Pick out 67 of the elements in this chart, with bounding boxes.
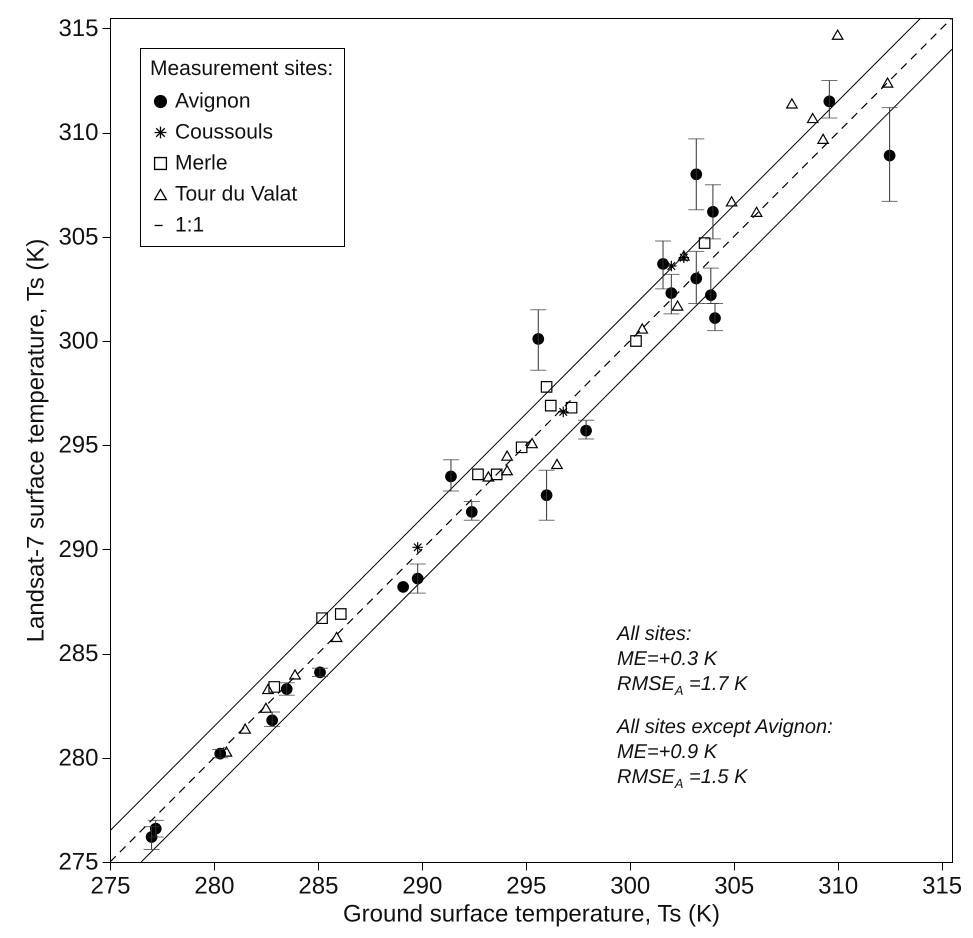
x-tick-label: 300	[610, 872, 650, 900]
point	[566, 402, 578, 414]
y-tick-label: 310	[58, 119, 98, 146]
y-tick-label: 315	[58, 14, 98, 42]
point	[268, 681, 280, 693]
point	[557, 406, 570, 418]
point	[698, 237, 710, 249]
y-tick-label: 305	[58, 223, 98, 250]
legend-label: Merle	[175, 152, 228, 174]
point	[817, 134, 829, 144]
x-tick-label: 295	[506, 872, 546, 900]
point	[636, 323, 648, 334]
point	[260, 702, 272, 713]
point	[239, 723, 251, 734]
y-axis-title: Landsat-7 surface temperature, Ts (K)	[22, 238, 50, 642]
annotation: ME=+0.9 K	[617, 740, 719, 765]
point	[490, 468, 503, 480]
legend-label: Coussouls	[175, 120, 274, 144]
point	[316, 612, 328, 624]
legend-label: Tour du Valat	[175, 182, 298, 206]
y-tick-label: 290	[58, 536, 98, 563]
point	[678, 250, 690, 261]
y-tick-label: 280	[58, 744, 98, 772]
point	[551, 458, 563, 470]
point	[882, 77, 894, 88]
annotation: All sites:	[617, 622, 692, 647]
y-tick-label: 275	[58, 848, 98, 876]
legend-label: Avignon	[175, 90, 251, 112]
y-tick-label: 295	[58, 432, 98, 459]
x-tick-label: 285	[298, 872, 338, 900]
point	[516, 441, 528, 454]
point	[678, 252, 690, 264]
point	[501, 450, 513, 461]
legend-label: 1:1	[175, 214, 204, 236]
x-tick-label: 305	[714, 872, 754, 900]
annotation: All sites except Avignon:	[617, 715, 833, 740]
point	[544, 400, 557, 412]
x-tick-label: 290	[402, 872, 442, 900]
point	[540, 381, 552, 393]
annotation: RMSE$_{A}$ =1.5 K	[617, 765, 749, 791]
y-tick-label: 285	[58, 640, 98, 668]
point	[482, 471, 494, 482]
point	[672, 300, 684, 311]
point	[501, 465, 513, 476]
annotation: RMSE$_{A}$ =1.7 K	[617, 672, 749, 698]
point	[262, 684, 274, 694]
point	[832, 30, 844, 40]
y-tick-label: 300	[58, 328, 98, 355]
x-tick-label: 280	[194, 872, 234, 900]
point	[750, 206, 762, 217]
x-tick-label: 275	[90, 872, 131, 900]
point	[472, 468, 484, 480]
point	[397, 581, 409, 593]
x-tick-label: 310	[818, 872, 858, 900]
point	[786, 98, 798, 109]
point	[526, 438, 538, 448]
point	[289, 669, 301, 680]
point	[412, 541, 424, 554]
point	[630, 335, 642, 347]
point	[334, 608, 347, 620]
point	[726, 196, 738, 207]
legend-title: Measurement sites:	[150, 57, 334, 80]
point	[806, 112, 819, 124]
annotation: ME=+0.3 K	[617, 647, 719, 672]
point	[330, 632, 342, 642]
x-axis-title: Ground surface temperature, Ts (K)	[342, 900, 720, 928]
x-tick-label: 315	[922, 872, 962, 900]
